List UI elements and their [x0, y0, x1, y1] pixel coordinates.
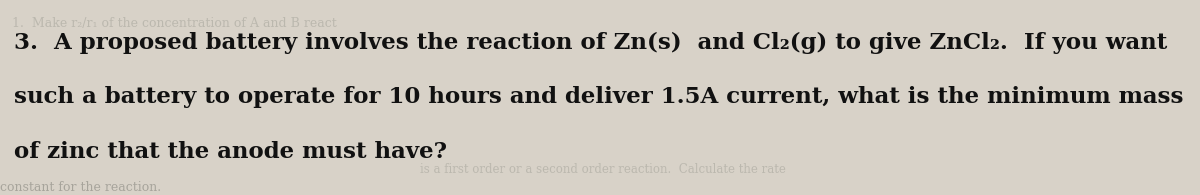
Text: such a battery to operate for 10 hours and deliver 1.5A current, what is the min: such a battery to operate for 10 hours a…	[14, 87, 1184, 108]
Text: of zinc that the anode must have?: of zinc that the anode must have?	[14, 141, 448, 163]
Text: 3.  A proposed battery involves the reaction of Zn(s)  and Cl₂(g) to give ZnCl₂.: 3. A proposed battery involves the react…	[14, 32, 1168, 54]
Text: is a first order or a second order reaction.  Calculate the rate: is a first order or a second order react…	[420, 163, 786, 176]
Text: constant for the reaction.: constant for the reaction.	[0, 181, 161, 194]
Text: 1.  Make r₂/r₁ of the concentration of A and B react: 1. Make r₂/r₁ of the concentration of A …	[12, 17, 337, 30]
